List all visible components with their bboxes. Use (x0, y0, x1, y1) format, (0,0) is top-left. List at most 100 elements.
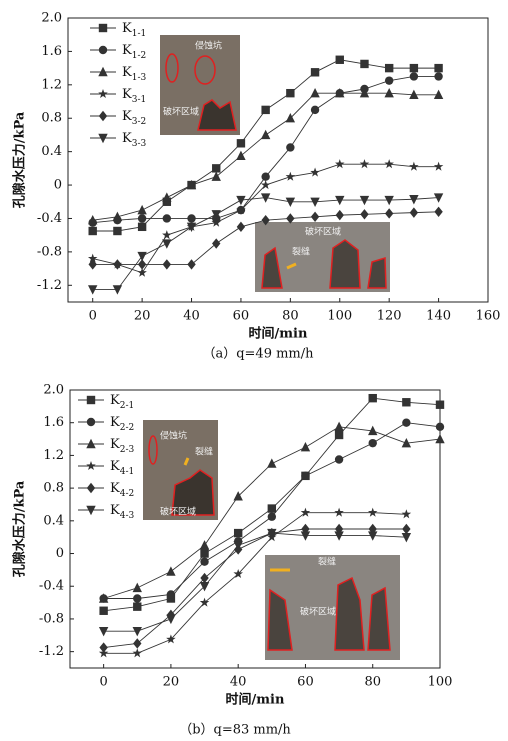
legend-label: K1-3 (122, 65, 146, 83)
marker (88, 214, 98, 225)
annotation: 破坏区域 (305, 226, 341, 238)
marker (335, 87, 345, 98)
marker (261, 172, 270, 181)
marker (200, 572, 209, 584)
marker (199, 540, 210, 550)
y-tick-label: 0.4 (41, 144, 62, 159)
x-tick-label: 40 (230, 675, 247, 690)
annotation: 裂缝 (318, 556, 336, 568)
x-tick-label: 0 (99, 675, 107, 690)
caption: （b）q=83 mm/h (179, 723, 291, 738)
marker (433, 193, 444, 203)
marker (359, 159, 370, 169)
marker (233, 491, 243, 501)
marker (286, 213, 295, 224)
marker (384, 208, 394, 219)
marker (162, 214, 172, 223)
marker (236, 195, 246, 206)
marker (310, 167, 320, 177)
y-tick-label: 0.8 (41, 111, 62, 126)
marker (166, 566, 176, 576)
marker (260, 180, 271, 190)
x-tick-label: 0 (89, 309, 97, 324)
marker (267, 512, 277, 521)
marker (301, 471, 310, 481)
annotation: 破坏区域 (160, 506, 196, 518)
x-tick-label: 160 (476, 309, 501, 324)
marker (267, 528, 277, 539)
marker (434, 72, 443, 81)
marker (434, 206, 443, 217)
marker (402, 418, 411, 427)
marker (334, 507, 344, 517)
marker (88, 259, 97, 270)
marker (334, 455, 344, 464)
marker (112, 211, 123, 221)
y-tick-label: 1.2 (41, 77, 62, 92)
marker (187, 259, 196, 270)
marker (133, 594, 142, 603)
plot-frame (69, 389, 441, 669)
marker (86, 438, 96, 449)
x-tick-label: 100 (327, 309, 352, 324)
marker (384, 76, 394, 85)
marker (86, 461, 96, 471)
marker (435, 400, 445, 409)
annotation: 破坏区域 (300, 606, 336, 618)
marker (162, 239, 172, 249)
chart: -1.2 -0.8 -0.4 0 0.4 0.8 1.2 1.6 2.0 0 20 40 60 80 100… (12, 383, 453, 738)
marker (335, 159, 345, 169)
marker (98, 45, 108, 55)
marker (384, 87, 394, 98)
marker (285, 197, 296, 207)
marker (99, 642, 108, 653)
plot-frame (67, 17, 489, 303)
y-tick-label: 2.0 (41, 11, 62, 26)
x-axis-label: 时间/min (226, 692, 285, 708)
legend-label: K3-3 (122, 131, 146, 149)
marker (99, 606, 108, 615)
x-tick-label: 40 (183, 309, 200, 324)
marker (137, 267, 147, 277)
x-tick-label: 80 (364, 675, 381, 690)
marker (334, 430, 344, 440)
marker (199, 582, 210, 592)
photo-inset: 侵蚀坑 裂缝 破坏区域 裂缝 破坏区域 (143, 420, 400, 660)
marker (233, 541, 243, 551)
marker (137, 251, 147, 262)
marker (113, 259, 122, 270)
legend-label: K3-1 (122, 87, 146, 105)
marker (409, 89, 419, 100)
marker (112, 285, 123, 295)
marker (98, 627, 109, 637)
x-tick-label: 80 (282, 309, 299, 324)
caption: （a）q=49 mm/h (202, 347, 314, 362)
y-tick-label: -0.8 (39, 611, 64, 626)
marker (187, 214, 196, 223)
x-tick-label: 100 (428, 675, 453, 690)
marker (409, 72, 419, 81)
x-tick-label: 60 (233, 309, 250, 324)
marker (267, 504, 277, 513)
marker (233, 528, 243, 538)
marker (260, 129, 271, 140)
x-tick-label: 20 (163, 675, 180, 690)
y-tick-label: -0.4 (39, 579, 64, 594)
marker (360, 209, 369, 220)
y-tick-label: -1.2 (39, 644, 64, 659)
y-tick-label: -1.2 (37, 278, 62, 293)
marker (233, 568, 243, 579)
legend-label: K4-2 (110, 481, 134, 499)
marker (310, 105, 320, 115)
marker (236, 150, 246, 161)
marker (211, 217, 221, 227)
x-tick-label: 120 (377, 309, 402, 324)
marker (285, 171, 296, 181)
marker (186, 222, 197, 233)
marker (286, 88, 295, 98)
marker (98, 133, 108, 144)
marker (402, 398, 411, 407)
x-tick-label: 60 (297, 675, 314, 690)
marker (211, 171, 221, 181)
